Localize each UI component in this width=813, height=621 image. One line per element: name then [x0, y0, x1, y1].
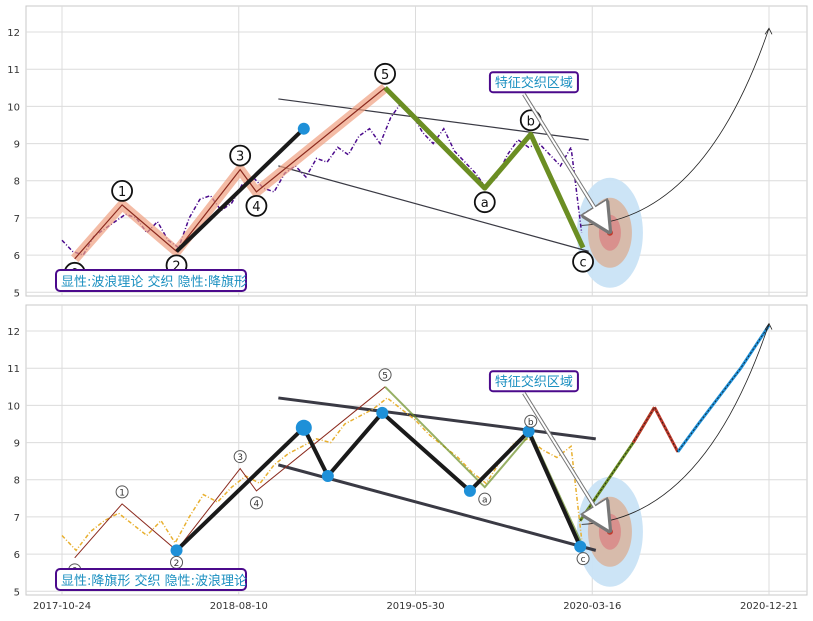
bottom-y-tick-label: 10 — [7, 401, 20, 412]
top-impulse-node — [297, 122, 310, 135]
bottom-wave-label-text: 2 — [174, 559, 180, 569]
top-y-tick-label: 5 — [14, 288, 20, 299]
bottom-wave-label-text: 1 — [119, 488, 125, 498]
bottom-wave-label-circle — [576, 552, 590, 566]
bottom-wave-path-line — [74, 386, 386, 559]
top-wave-label-circle — [229, 144, 252, 167]
bottom-wave-label-text: 5 — [382, 371, 388, 381]
bottom-forecast-arrowhead — [764, 322, 773, 330]
top-annotation-box — [488, 71, 579, 94]
bottom-forecast-dashed-overlay — [579, 325, 770, 521]
bottom-wave-label-text: b — [528, 418, 534, 428]
top-y-tick-label: 7 — [14, 214, 20, 225]
top-wave-label-text: 4 — [252, 200, 260, 215]
bottom-flag-node — [295, 419, 312, 436]
bottom-legend-label: 显性:降旗形 交织 隐性:波浪理论 — [61, 573, 247, 589]
bottom-y-tick-label: 12 — [7, 327, 20, 338]
top-wave-label-text: 5 — [381, 68, 389, 83]
bottom-channel-upper-line — [278, 396, 596, 441]
top-wave-label-text: c — [579, 256, 586, 271]
bottom-wave-label-circle — [378, 368, 392, 382]
top-wave-label-text: 1 — [118, 185, 126, 200]
top-y-tick-label: 8 — [14, 177, 20, 188]
bottom-annotation-arrow — [523, 392, 605, 523]
top-wave-label-circle — [245, 194, 268, 217]
top-y-tick-label: 12 — [7, 28, 20, 39]
bottom-y-tick-label: 6 — [14, 550, 20, 561]
top-wave-label-text: b — [527, 114, 535, 129]
bottom-x-tick-label: 2018-08-10 — [210, 601, 268, 612]
bottom-wave-label-text: 4 — [254, 499, 260, 509]
bottom-y-tick-label: 8 — [14, 476, 20, 487]
bottom-y-tick-label: 9 — [14, 439, 20, 450]
bottom-x-tick-label: 2017-10-24 — [33, 601, 91, 612]
top-annotation-label: 特征交织区域 — [495, 75, 573, 91]
bottom-target-center — [606, 528, 613, 535]
top-wave-label-circle — [111, 180, 133, 202]
top-y-tick-label: 9 — [14, 140, 20, 151]
top-correction-wave-line — [383, 86, 586, 249]
bottom-flag-node — [574, 540, 587, 553]
bottom-y-tick-label: 5 — [14, 587, 20, 598]
bottom-wave-label-circle — [524, 414, 538, 428]
bottom-wave-label-text: a — [482, 496, 488, 506]
bottom-flag-node — [321, 470, 334, 483]
bottom-y-tick-label: 11 — [7, 364, 20, 375]
top-channel-upper-line — [278, 98, 589, 141]
top-wave-label-text: 2 — [172, 259, 180, 274]
bottom-legend-box — [55, 568, 247, 591]
top-forecast-arrowhead — [764, 27, 773, 35]
top-y-tick-label: 10 — [7, 102, 20, 113]
bottom-flag-node — [463, 484, 476, 497]
bottom-wave-label-circle — [478, 492, 492, 506]
bottom-wave-label-text: c — [581, 555, 586, 565]
top-wave-label-text: 3 — [236, 150, 244, 165]
top-plot-frame — [25, 5, 808, 297]
bottom-plot-frame — [25, 304, 808, 596]
top-target-center — [606, 229, 613, 236]
bottom-flag-node — [376, 406, 389, 419]
bottom-wave-label-circle — [249, 496, 263, 510]
top-impulse-wave-line — [74, 87, 386, 260]
top-wave-label-circle — [473, 191, 496, 214]
bottom-wave-label-text: 3 — [237, 453, 243, 463]
bottom-wave-label-circle — [233, 450, 247, 464]
top-y-tick-label: 11 — [7, 65, 20, 76]
bottom-annotation-box — [488, 370, 579, 393]
bottom-flag-node — [170, 544, 183, 557]
top-annotation-arrow — [523, 93, 605, 224]
bottom-y-tick-label: 7 — [14, 513, 20, 524]
top-legend-box — [55, 269, 247, 292]
bottom-annotation-label: 特征交织区域 — [495, 374, 573, 390]
bottom-x-tick-label: 2020-03-16 — [563, 601, 621, 612]
top-panel: 56789101112012345abc特征交织区域显性:波浪理论 交织 隐性:… — [7, 5, 808, 299]
bottom-price-series-line — [61, 396, 583, 552]
bottom-x-tick-label: 2019-05-30 — [386, 601, 444, 612]
top-y-tick-label: 6 — [14, 251, 20, 262]
top-wave-label-circle — [572, 250, 594, 273]
bottom-x-tick-label: 2020-12-21 — [740, 601, 798, 612]
top-impulse-segment — [175, 127, 306, 253]
top-wave-label-circle — [374, 62, 396, 85]
top-channel-lower-line — [278, 165, 589, 252]
bottom-flag-node — [522, 425, 535, 438]
bottom-wave-label-circle — [115, 485, 129, 499]
top-wave-label-text: a — [481, 196, 489, 211]
top-legend-label: 显性:波浪理论 交织 隐性:降旗形 — [61, 274, 247, 290]
